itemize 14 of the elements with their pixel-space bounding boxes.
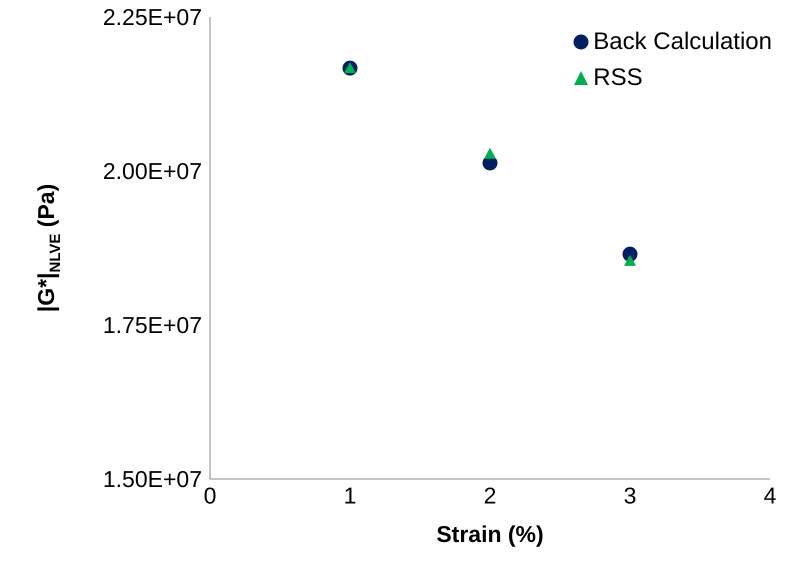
x-tick-label: 2 xyxy=(484,482,496,508)
legend-label: RSS xyxy=(593,63,643,93)
point xyxy=(624,254,636,266)
y-tick-label: 2.25E+07 xyxy=(102,4,202,30)
x-axis-title: Strain (%) xyxy=(436,521,544,547)
point xyxy=(484,148,496,159)
x-tick-label: 0 xyxy=(204,482,216,508)
x-tick-label: 3 xyxy=(624,482,636,508)
x-tick-label: 1 xyxy=(344,482,356,508)
y-tick-label: 1.50E+07 xyxy=(102,466,202,492)
legend-label: Back Calculation xyxy=(593,27,772,57)
x-tick-label: 4 xyxy=(764,482,777,508)
y-tick-label: 2.00E+07 xyxy=(102,158,202,184)
y-tick-label: 1.75E+07 xyxy=(102,312,202,338)
